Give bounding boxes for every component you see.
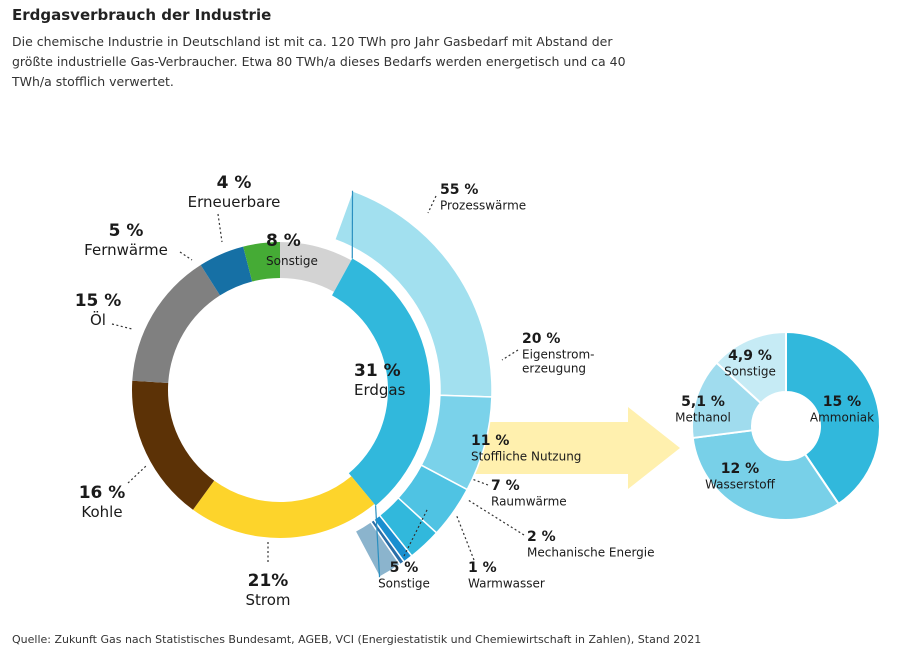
pct-label-main-erdgas: 31 % xyxy=(354,361,401,381)
pct-label-prozesswaerme: 55 % xyxy=(440,182,478,198)
name-label-main-strom: Strom xyxy=(245,591,290,609)
slice-erdgas xyxy=(332,258,430,506)
name-label-main-kohle: Kohle xyxy=(81,503,122,521)
leader-line-fernwaerme xyxy=(179,251,193,261)
name-label-methanol: Methanol xyxy=(675,411,731,425)
slice-öl xyxy=(132,265,220,383)
pct-label-main-erneuerbare: 4 % xyxy=(217,173,252,193)
leader-line-kohle xyxy=(127,465,147,484)
energy-chart: 8 % Sonstige 31 %Erdgas 21%Strom 16 %Kohle 15… xyxy=(75,173,881,609)
pct-label-main-kohle: 16 % xyxy=(79,483,126,503)
slice-erneuerbare xyxy=(243,242,280,282)
slice-wasserstoff xyxy=(691,429,841,521)
name-label-ammoniak: Ammoniak xyxy=(810,411,874,425)
leader-line-eigenstrom xyxy=(501,349,519,361)
pct-label-stofflich: 11 % xyxy=(471,433,509,449)
pct-label-wasserstoff: 12 % xyxy=(721,461,759,477)
slice-strom xyxy=(193,476,375,539)
flow-arrow xyxy=(455,407,680,489)
slice-ammoniak xyxy=(785,330,881,506)
name-label-eigenstrom: Eigenstrom- xyxy=(522,348,595,362)
name-label-prozesswaerme: Prozesswärme xyxy=(440,199,526,213)
pct-label-ammoniak: 15 % xyxy=(823,394,861,410)
name-label-main-erneuerbare: Erneuerbare xyxy=(188,193,281,211)
leader-line-mechanisch xyxy=(467,499,525,536)
erdgas-breakdown-ring xyxy=(333,189,493,579)
leader-line-oel xyxy=(111,323,133,330)
name-label-main-fernwaerme: Fernwärme xyxy=(84,241,168,259)
chart-title: Erdgasverbrauch der Industrie xyxy=(12,6,272,24)
name-label-warmwasser: Warmwasser xyxy=(468,577,545,591)
pct-label-warmwasser: 1 % xyxy=(468,560,497,576)
pct-label-main-strom: 21% xyxy=(248,571,289,591)
pct-label-main-oel: 15 % xyxy=(75,291,122,311)
name-label-small-sonstige: Sonstige xyxy=(724,365,776,379)
main-donut xyxy=(132,242,430,539)
name-label-eigenstrom-1: erzeugung xyxy=(522,362,586,376)
slice-sonstige xyxy=(715,330,787,405)
pct-label-outer-sonstige: 5 % xyxy=(390,560,419,576)
connector-line-bottom xyxy=(375,505,381,578)
pct-label-small-sonstige: 4,9 % xyxy=(728,348,772,364)
pct-label-raumwaerme: 7 % xyxy=(491,478,520,494)
stoffliche-nutzung-donut xyxy=(691,330,881,521)
slice-fernwärme xyxy=(200,246,253,296)
name-label-raumwaerme: Raumwärme xyxy=(491,495,567,509)
pct-label-main-fernwaerme: 5 % xyxy=(109,221,144,241)
name-label-wasserstoff: Wasserstoff xyxy=(705,478,776,492)
pct-label-main-sonstige: 8 % xyxy=(266,231,301,251)
slice-kohle xyxy=(132,380,215,510)
slice-sonstige xyxy=(280,242,352,292)
leader-line-prozesswaerme xyxy=(427,195,437,214)
leader-line-warmwasser xyxy=(455,513,475,561)
name-label-main-sonstige: Sonstige xyxy=(266,254,318,268)
name-label-stofflich: Stoffliche Nutzung xyxy=(471,450,581,464)
name-label-main-oel: Öl xyxy=(90,310,106,329)
pct-label-eigenstrom: 20 % xyxy=(522,331,560,347)
leader-line-erneuerbare xyxy=(217,213,223,243)
leader-line-raumwaerme xyxy=(471,478,489,486)
pct-label-mechanisch: 2 % xyxy=(527,529,556,545)
pct-label-methanol: 5,1 % xyxy=(681,394,725,410)
chart-subtitle: Die chemische Industrie in Deutschland i… xyxy=(12,34,626,89)
source-note: Quelle: Zukunft Gas nach Statistisches B… xyxy=(12,633,702,646)
name-label-mechanisch: Mechanische Energie xyxy=(527,546,655,560)
name-label-main-erdgas: Erdgas xyxy=(354,381,406,399)
name-label-outer-sonstige: Sonstige xyxy=(378,577,430,591)
